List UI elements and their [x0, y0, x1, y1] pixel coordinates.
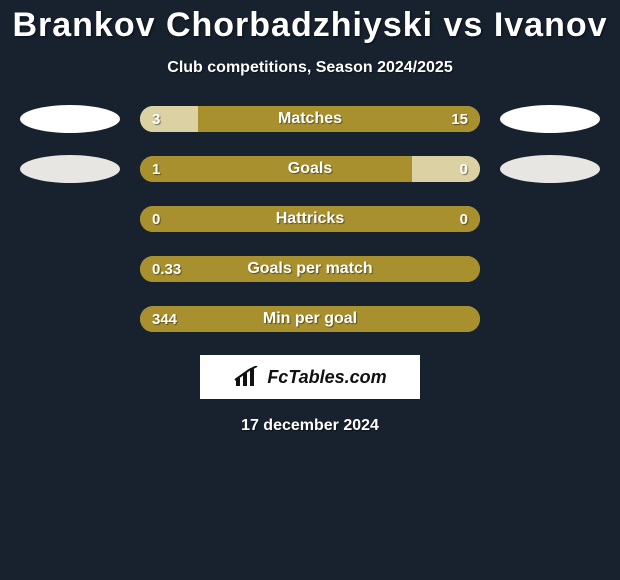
stat-bar: 3Matches15 [140, 106, 480, 132]
spacer [500, 205, 600, 233]
spacer [500, 305, 600, 333]
player-badge-right [500, 155, 600, 183]
stat-bar: 0Hattricks0 [140, 206, 480, 232]
stat-label: Goals per match [140, 256, 480, 282]
spacer [20, 205, 120, 233]
chart-icon [233, 366, 261, 388]
stat-row: 0Hattricks0 [0, 205, 620, 233]
page-subtitle: Club competitions, Season 2024/2025 [0, 59, 620, 77]
stat-row: 344Min per goal [0, 305, 620, 333]
stat-bar: 344Min per goal [140, 306, 480, 332]
stat-bar: 1Goals0 [140, 156, 480, 182]
spacer [500, 255, 600, 283]
player-badge-left [20, 105, 120, 133]
logo-box: FcTables.com [200, 355, 420, 399]
stat-value-right: 0 [460, 206, 468, 232]
stat-label: Goals [140, 156, 480, 182]
spacer [20, 305, 120, 333]
stat-label: Hattricks [140, 206, 480, 232]
stat-row: 3Matches15 [0, 105, 620, 133]
stat-rows: 3Matches151Goals00Hattricks00.33Goals pe… [0, 105, 620, 333]
spacer [20, 255, 120, 283]
stats-card: Brankov Chorbadzhiyski vs Ivanov Club co… [0, 0, 620, 435]
date-label: 17 december 2024 [0, 417, 620, 435]
stat-bar: 0.33Goals per match [140, 256, 480, 282]
logo-text: FcTables.com [267, 367, 386, 388]
player-badge-right [500, 105, 600, 133]
player-badge-left [20, 155, 120, 183]
stat-value-right: 15 [451, 106, 468, 132]
stat-label: Min per goal [140, 306, 480, 332]
stat-label: Matches [140, 106, 480, 132]
stat-row: 1Goals0 [0, 155, 620, 183]
stat-row: 0.33Goals per match [0, 255, 620, 283]
page-title: Brankov Chorbadzhiyski vs Ivanov [0, 6, 620, 45]
stat-value-right: 0 [460, 156, 468, 182]
